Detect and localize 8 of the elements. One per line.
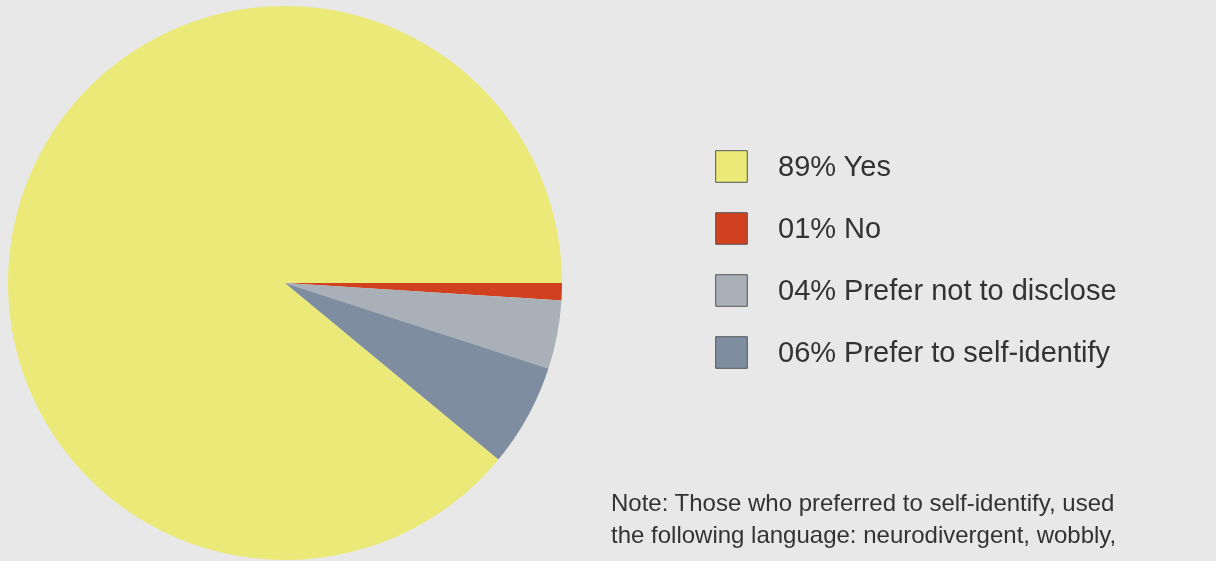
pie-slice [285, 283, 549, 460]
text: Note: Those who preferred to self-identify, used the following language: neurodivergent, wobbly, [611, 489, 1117, 548]
pie-slice [285, 283, 562, 369]
pie-slice [8, 6, 562, 560]
legend-label: 01% No [778, 211, 882, 244]
legend-label: 89% Yes [778, 149, 891, 182]
legend-label: 04% Prefer not to disclose [778, 273, 1117, 306]
legend-label: 06% Prefer to self-identify [778, 335, 1111, 368]
